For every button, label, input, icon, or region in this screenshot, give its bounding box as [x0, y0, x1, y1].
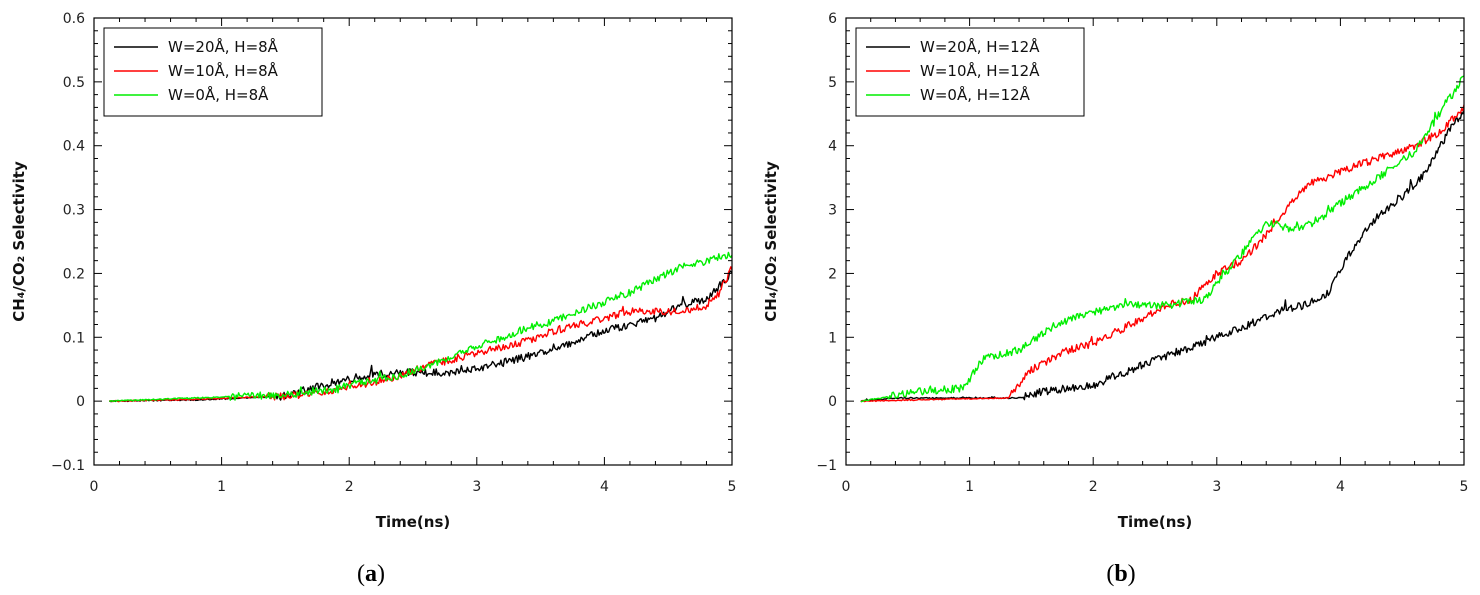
- series-group: [860, 75, 1464, 403]
- x-tick-label: 0: [90, 479, 99, 495]
- y-tick-label: 0.6: [63, 11, 85, 27]
- panel-a: 0 1 2 3 4 5 −0.1 0 0.1 0.2 0.3 0.4 0.5 0.6 Time(ns) CH₄…: [10, 11, 736, 587]
- series-line-1: [860, 108, 1464, 403]
- legend-label-2: W=10Å, H=12Å: [920, 61, 1040, 80]
- x-axis-title: Time(ns): [1118, 513, 1193, 531]
- y-axis-title: CH₄/CO₂ Selectivity: [10, 161, 28, 322]
- panel-b: 0 1 2 3 4 5 −1 0 1 2 3 4 5 6 Time(ns) CH₄/CO₂ Selectivi…: [762, 11, 1468, 587]
- panel-label-open: (: [357, 561, 365, 587]
- y-tick-label: 3: [828, 203, 837, 219]
- legend-box: [103, 27, 323, 117]
- x-tick-label: 4: [600, 479, 609, 495]
- y-tick-label: 5: [828, 75, 837, 91]
- series-line-3: [860, 75, 1464, 403]
- series-group: [109, 251, 732, 403]
- y-tick-label: 0: [828, 394, 837, 410]
- legend-label-3: W=0Å, H=8Å: [168, 85, 269, 104]
- x-tick-label: 0: [842, 479, 851, 495]
- y-tick-label: 0.5: [63, 75, 85, 91]
- panel-label-close: ): [377, 561, 385, 587]
- y-tick-label: 0.3: [63, 203, 85, 219]
- series-line-3: [109, 251, 732, 402]
- y-tick-label: 0: [76, 394, 85, 410]
- y-tick-label: 2: [828, 266, 837, 282]
- x-tick-label: 2: [1089, 479, 1098, 495]
- y-tick-label: 1: [828, 330, 837, 346]
- y-tick-label: −1: [816, 458, 837, 474]
- panel-label-close: ): [1128, 561, 1136, 587]
- panel-label-open: (: [1106, 561, 1114, 587]
- legend-label-3: W=0Å, H=12Å: [920, 85, 1031, 104]
- legend-box: [855, 27, 1085, 117]
- series-line-2: [860, 104, 1464, 403]
- y-tick-label: 6: [828, 11, 837, 27]
- x-tick-label: 2: [345, 479, 354, 495]
- x-tick-label: 5: [728, 479, 737, 495]
- y-tick-label: 0.1: [63, 330, 85, 346]
- series-line-1: [109, 270, 732, 403]
- y-tick-label: −0.1: [51, 458, 85, 474]
- plot-frame: [845, 17, 1465, 466]
- y-tick-label: 4: [828, 139, 837, 155]
- panel-label: (b): [1106, 561, 1135, 587]
- panel-label: (a): [357, 561, 385, 587]
- plot-frame: [93, 17, 733, 466]
- x-tick-label: 3: [1212, 479, 1221, 495]
- x-tick-label: 1: [217, 479, 226, 495]
- legend-label-2: W=10Å, H=8Å: [168, 61, 279, 80]
- panel-label-letter: b: [1114, 561, 1127, 587]
- panel-label-letter: a: [365, 561, 377, 587]
- x-axis-title: Time(ns): [376, 513, 451, 531]
- x-tick-label: 5: [1460, 479, 1469, 495]
- x-tick-label: 3: [472, 479, 481, 495]
- y-tick-label: 0.2: [63, 266, 85, 282]
- y-tick-label: 0.4: [63, 139, 85, 155]
- y-axis-title: CH₄/CO₂ Selectivity: [762, 161, 780, 322]
- series-line-2: [109, 266, 732, 403]
- x-tick-label: 4: [1336, 479, 1345, 495]
- legend-label-1: W=20Å, H=12Å: [920, 37, 1040, 56]
- x-tick-label: 1: [965, 479, 974, 495]
- legend-label-1: W=20Å, H=8Å: [168, 37, 279, 56]
